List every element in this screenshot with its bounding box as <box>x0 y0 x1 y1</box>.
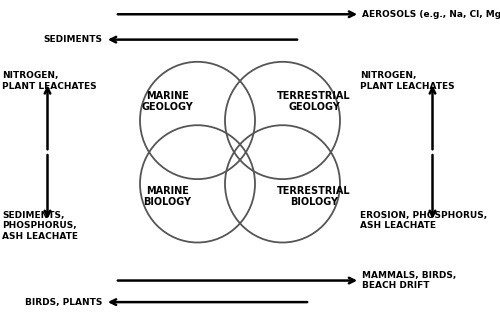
Text: SEDIMENTS: SEDIMENTS <box>44 35 102 44</box>
Text: EROSION, PHOSPHORUS,
ASH LEACHATE: EROSION, PHOSPHORUS, ASH LEACHATE <box>360 211 487 230</box>
Text: SEDIMENTS,
PHOSPHORUS,
ASH LEACHATE: SEDIMENTS, PHOSPHORUS, ASH LEACHATE <box>2 211 78 241</box>
Text: MAMMALS, BIRDS,
BEACH DRIFT: MAMMALS, BIRDS, BEACH DRIFT <box>362 271 457 290</box>
Text: NITROGEN,
PLANT LEACHATES: NITROGEN, PLANT LEACHATES <box>360 71 454 91</box>
Text: NITROGEN,
PLANT LEACHATES: NITROGEN, PLANT LEACHATES <box>2 71 97 91</box>
Text: TERRESTRIAL
BIOLOGY: TERRESTRIAL BIOLOGY <box>277 186 351 207</box>
Text: TERRESTRIAL
GEOLOGY: TERRESTRIAL GEOLOGY <box>277 91 351 112</box>
Text: MARINE
GEOLOGY: MARINE GEOLOGY <box>142 91 194 112</box>
Text: MARINE
BIOLOGY: MARINE BIOLOGY <box>144 186 192 207</box>
Text: AEROSOLS (e.g., Na, Cl, Mg, K): AEROSOLS (e.g., Na, Cl, Mg, K) <box>362 10 500 19</box>
Text: BIRDS, PLANTS: BIRDS, PLANTS <box>25 298 102 307</box>
